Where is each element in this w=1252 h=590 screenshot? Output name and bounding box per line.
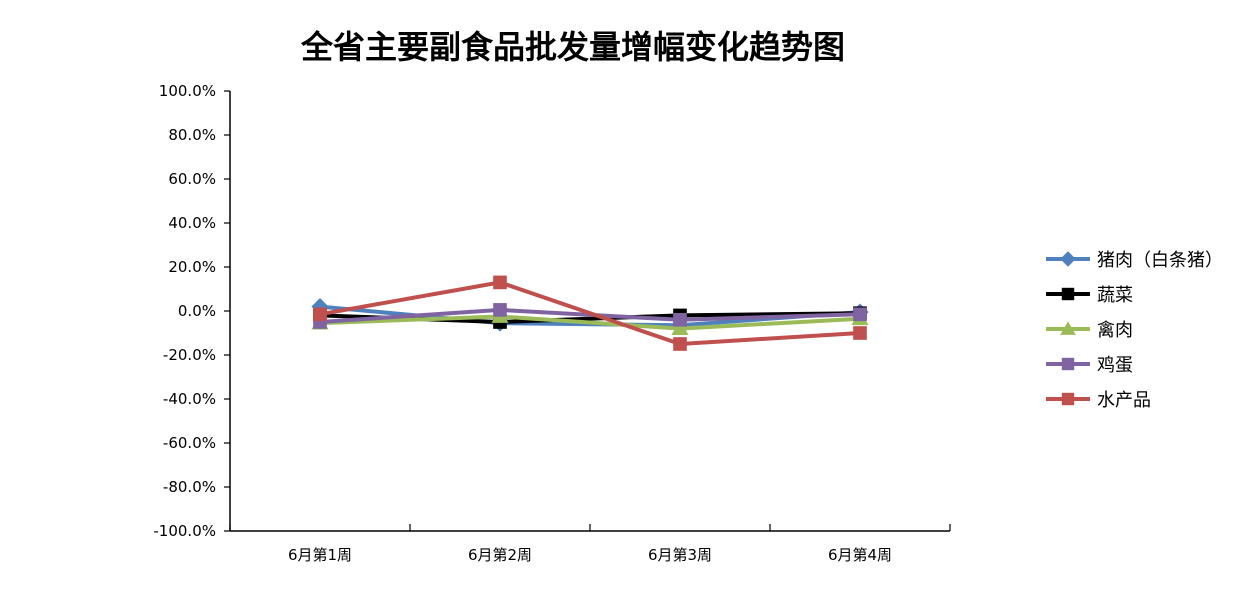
- axes: 100.0% 80.0% 60.0% 40.0% 20.0% 0.0% -20.0% -40.…: [153, 82, 951, 564]
- legend-item: 猪肉（白条猪）: [1046, 250, 1223, 271]
- x-tick-label: 6月第4周: [828, 546, 892, 564]
- series-line: [319, 314, 861, 331]
- y-tick-label: 40.0%: [168, 214, 216, 232]
- data-point: [313, 307, 327, 322]
- data-point: [853, 326, 867, 340]
- y-tick-label: 0.0%: [178, 302, 216, 320]
- data-point: [673, 312, 687, 327]
- legend-label: 鸡蛋: [1097, 355, 1133, 376]
- legend-marker: [1061, 357, 1075, 371]
- x-tick-label: 6月第3周: [648, 546, 712, 564]
- x-tick-label: 6月第2周: [468, 546, 532, 564]
- y-tick-label: 100.0%: [159, 82, 216, 100]
- chart-title: 全省主要副食品批发量增幅变化趋势图: [300, 28, 845, 66]
- legend-marker: [1060, 251, 1076, 267]
- data-point: [853, 307, 867, 322]
- y-tick-label: 80.0%: [168, 126, 216, 144]
- data-point: [671, 320, 689, 336]
- data-point: [493, 275, 507, 290]
- y-tick-label: -20.0%: [163, 346, 216, 364]
- legend-item: 鸡蛋: [1046, 355, 1133, 376]
- y-tick-label: -80.0%: [163, 478, 216, 496]
- legend-label: 禽肉: [1097, 320, 1133, 341]
- y-tick-label: -100.0%: [153, 522, 216, 540]
- y-tick-label: 20.0%: [168, 258, 216, 276]
- legend-marker: [1060, 321, 1076, 335]
- data-point: [673, 337, 687, 351]
- legend-marker: [1061, 287, 1075, 301]
- data-point: [493, 303, 507, 317]
- y-tick-label: -40.0%: [163, 390, 216, 408]
- legend-label: 水产品: [1097, 390, 1151, 411]
- series-line: [319, 280, 861, 346]
- legend-item: 禽肉: [1046, 320, 1133, 341]
- x-tick-label: 6月第1周: [288, 546, 352, 564]
- y-tick-label: 60.0%: [168, 170, 216, 188]
- series-layer: [311, 275, 869, 351]
- legend-label: 蔬菜: [1097, 285, 1133, 306]
- legend-item: 水产品: [1046, 390, 1151, 411]
- legend-marker: [1061, 392, 1075, 406]
- series-4: [313, 275, 867, 351]
- legend-item: 蔬菜: [1046, 285, 1133, 306]
- legend-label: 猪肉（白条猪）: [1097, 250, 1223, 271]
- y-tick-label: -60.0%: [163, 434, 216, 452]
